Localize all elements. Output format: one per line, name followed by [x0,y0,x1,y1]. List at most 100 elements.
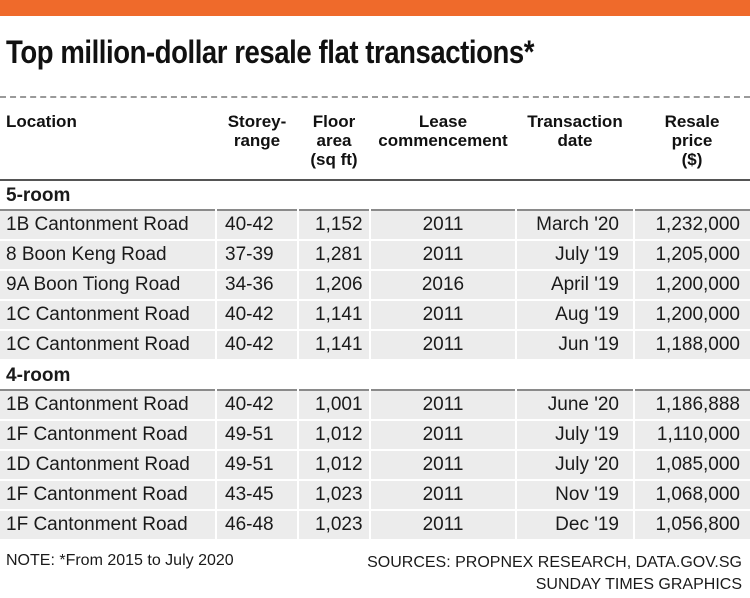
cell-floor-area: 1,001 [298,390,371,420]
table-row: 1D Cantonment Road 49-51 1,012 2011 July… [0,450,750,480]
cell-resale-price: 1,085,000 [655,454,740,475]
header-row: Location Storey- range Floor area (sq ft… [0,104,750,180]
cell-storey-range: 37-39 [216,240,299,270]
cell-storey-range: 49-51 [216,450,299,480]
cell-lease: 2011 [370,210,517,240]
cell-lease: 2011 [370,450,517,480]
sources-text: SOURCES: PROPNEX RESEARCH, DATA.GOV.SG [367,554,742,571]
page-title: Top million-dollar resale flat transacti… [6,34,535,70]
cell-transaction-date: March '20 [516,210,635,240]
header-location: Location [0,104,216,180]
cell-location: 1B Cantonment Road [0,210,217,240]
cell-floor-area: 1,012 [298,420,371,450]
cell-transaction-date: Dec '19 [516,510,635,540]
header-lease-line1: Lease [418,112,468,131]
graphics-credit: SUNDAY TIMES GRAPHICS [535,576,742,593]
header-txn-line1: Transaction [527,112,623,131]
cell-floor-area: 1,281 [298,240,371,270]
cell-storey-range: 40-42 [216,300,299,330]
cell-resale-price: 1,205,000 [655,244,740,265]
cell-floor-area: 1,141 [298,300,371,330]
cell-location: 1B Cantonment Road [0,390,217,420]
cell-transaction-date: July '19 [516,240,635,270]
header-price-line3: ($) [681,150,703,169]
cell-storey-range: 40-42 [216,330,299,360]
header-location-label: Location [6,112,77,131]
header-transaction-date: Transaction date [516,104,634,180]
table-row: 1C Cantonment Road 40-42 1,141 2011 Jun … [0,330,750,360]
header-lease-line2: commencement [378,131,508,150]
cell-transaction-date: Aug '19 [516,300,635,330]
cell-lease: 2016 [370,270,517,300]
cell-location: 1C Cantonment Road [0,300,217,330]
cell-floor-area: 1,023 [298,480,371,510]
header-floor-area: Floor area (sq ft) [298,104,370,180]
table-row: 1B Cantonment Road 40-42 1,152 2011 Marc… [0,210,750,240]
table-row: 9A Boon Tiong Road 34-36 1,206 2016 Apri… [0,270,750,300]
table-row: 1F Cantonment Road 49-51 1,012 2011 July… [0,420,750,450]
table-row: 1F Cantonment Road 43-45 1,023 2011 Nov … [0,480,750,510]
dashed-divider [0,96,750,98]
header-floor-line1: Floor [312,112,356,131]
cell-floor-area: 1,012 [298,450,371,480]
source-credits: SOURCES: PROPNEX RESEARCH, DATA.GOV.SG S… [367,552,742,596]
cell-resale-price: 1,068,000 [655,484,740,505]
cell-location: 1D Cantonment Road [0,450,217,480]
table-row: 1F Cantonment Road 46-48 1,023 2011 Dec … [0,510,750,540]
header-price-line2: price [671,131,713,150]
cell-floor-area: 1,023 [298,510,371,540]
cell-resale-price: 1,200,000 [655,304,740,325]
cell-transaction-date: July '20 [516,450,635,480]
cell-floor-area: 1,152 [298,210,371,240]
table-row: 1B Cantonment Road 40-42 1,001 2011 June… [0,390,750,420]
cell-lease: 2011 [370,390,517,420]
cell-storey-range: 49-51 [216,420,299,450]
cell-location: 8 Boon Keng Road [0,240,217,270]
table-row: 1C Cantonment Road 40-42 1,141 2011 Aug … [0,300,750,330]
cell-storey-range: 46-48 [216,510,299,540]
cell-location: 1F Cantonment Road [0,480,217,510]
cell-storey-range: 43-45 [216,480,299,510]
table-row: 8 Boon Keng Road 37-39 1,281 2011 July '… [0,240,750,270]
cell-location: 1F Cantonment Road [0,420,217,450]
section-label: 5-room [0,180,750,210]
section-row-5-room: 5-room [0,180,750,210]
cell-lease: 2011 [370,300,517,330]
cell-transaction-date: June '20 [516,390,635,420]
cell-resale-price: 1,232,000 [655,214,740,235]
cell-floor-area: 1,206 [298,270,371,300]
cell-storey-range: 40-42 [216,390,299,420]
header-floor-line3: (sq ft) [310,150,358,169]
cell-location: 9A Boon Tiong Road [0,270,217,300]
cell-lease: 2011 [370,510,517,540]
cell-lease: 2011 [370,240,517,270]
header-price-line1: Resale [664,112,720,131]
header-storey-line2: range [233,131,281,150]
cell-floor-area: 1,141 [298,330,371,360]
cell-transaction-date: July '19 [516,420,635,450]
cell-transaction-date: Jun '19 [516,330,635,360]
cell-location: 1F Cantonment Road [0,510,217,540]
cell-location: 1C Cantonment Road [0,330,217,360]
cell-resale-price: 1,186,888 [655,394,740,415]
section-row-4-room: 4-room [0,360,750,390]
section-label: 4-room [0,360,750,390]
cell-storey-range: 40-42 [216,210,299,240]
footnote: NOTE: *From 2015 to July 2020 [6,552,234,569]
header-txn-line2: date [557,131,593,150]
cell-resale-price: 1,110,000 [656,424,740,445]
cell-lease: 2011 [370,420,517,450]
cell-resale-price: 1,200,000 [655,274,740,295]
cell-resale-price: 1,056,800 [655,514,740,535]
accent-bar [0,0,750,16]
header-lease-commencement: Lease commencement [370,104,516,180]
header-storey-range: Storey- range [216,104,298,180]
transactions-table: Location Storey- range Floor area (sq ft… [0,104,750,541]
cell-transaction-date: Nov '19 [516,480,635,510]
cell-storey-range: 34-36 [216,270,299,300]
header-resale-price: Resale price ($) [634,104,750,180]
cell-lease: 2011 [370,330,517,360]
header-floor-line2: area [316,131,352,150]
cell-transaction-date: April '19 [516,270,635,300]
header-storey-line1: Storey- [227,112,287,131]
